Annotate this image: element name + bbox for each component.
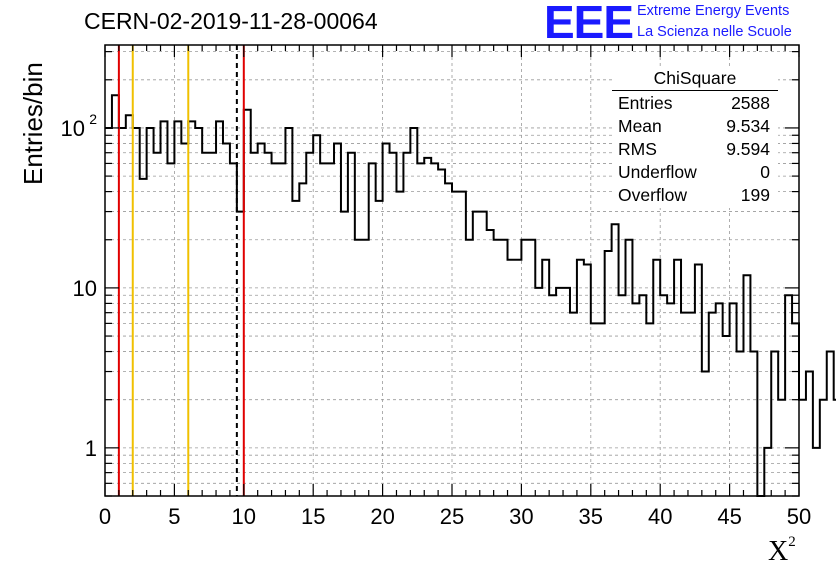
x-tick-label: 45 bbox=[717, 504, 741, 529]
x-tick-label: 20 bbox=[370, 504, 394, 529]
y-tick-label: 10 bbox=[61, 116, 85, 141]
x-tick-label: 40 bbox=[648, 504, 672, 529]
eee-logo: EEE bbox=[544, 2, 634, 40]
chart-title: CERN-02-2019-11-28-00064 bbox=[84, 8, 378, 34]
y-tick-label-exponent: 2 bbox=[89, 111, 97, 127]
x-axis-label: X2 bbox=[768, 533, 796, 568]
stats-label: RMS bbox=[618, 139, 657, 159]
logo-letters: EEE bbox=[544, 2, 633, 40]
stats-row: Mean 9.534 bbox=[612, 115, 778, 138]
stats-label: Mean bbox=[618, 116, 662, 136]
stats-value: 0 bbox=[760, 162, 770, 182]
stats-row: Entries 2588 bbox=[612, 92, 778, 115]
stats-row: Overflow 199 bbox=[612, 184, 778, 207]
stats-label: Underflow bbox=[618, 162, 697, 182]
histogram-line bbox=[105, 94, 836, 497]
stats-row: RMS 9.594 bbox=[612, 138, 778, 161]
stats-label: Entries bbox=[618, 93, 673, 113]
stats-value: 9.594 bbox=[726, 139, 770, 159]
x-axis-label-base: X bbox=[768, 536, 789, 567]
stats-value: 9.534 bbox=[726, 116, 770, 136]
stats-title: ChiSquare bbox=[612, 68, 778, 91]
histogram-series bbox=[105, 94, 836, 497]
stats-value: 2588 bbox=[731, 93, 770, 113]
y-tick-label: 1 bbox=[85, 436, 97, 461]
x-tick-label: 50 bbox=[787, 504, 811, 529]
stats-box: ChiSquare Entries 2588 Mean 9.534 RMS 9.… bbox=[612, 68, 778, 208]
axis-ticks bbox=[104, 45, 800, 497]
logo-line-2: La Scienza nelle Scuole bbox=[637, 24, 792, 40]
reference-lines bbox=[117, 45, 245, 496]
x-tick-label: 15 bbox=[301, 504, 325, 529]
stats-row: Underflow 0 bbox=[612, 161, 778, 184]
x-tick-label: 10 bbox=[232, 504, 256, 529]
y-tick-label: 10 bbox=[73, 276, 97, 301]
x-tick-label: 30 bbox=[509, 504, 533, 529]
x-tick-labels: 0 5 10 15 20 25 30 35 40 45 50 bbox=[99, 504, 811, 529]
y-axis-label: Entries/bin bbox=[18, 62, 48, 185]
logo-line-1: Extreme Energy Events bbox=[637, 3, 790, 19]
x-tick-label: 0 bbox=[99, 504, 111, 529]
stats-label: Overflow bbox=[618, 185, 688, 205]
x-tick-label: 25 bbox=[440, 504, 464, 529]
stats-value: 199 bbox=[740, 185, 770, 205]
x-tick-label: 5 bbox=[168, 504, 180, 529]
x-axis-label-superscript: 2 bbox=[788, 533, 796, 550]
x-tick-label: 35 bbox=[579, 504, 603, 529]
